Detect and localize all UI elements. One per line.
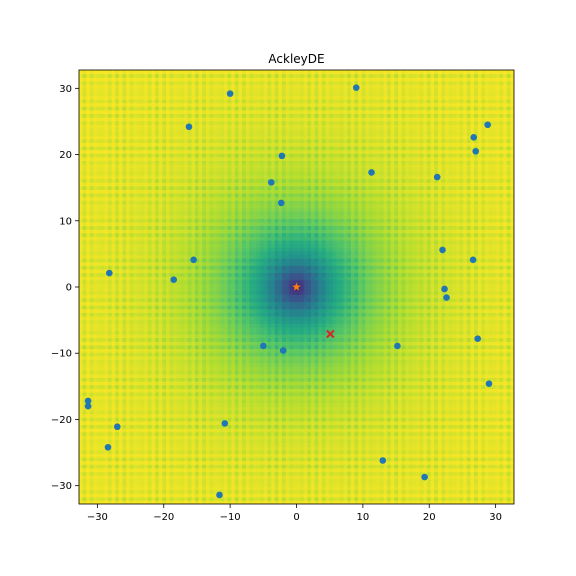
population-point [433,173,441,181]
population-point [439,246,446,254]
population-point [216,491,223,499]
population-point [279,347,287,354]
population-point [190,256,197,264]
population-point [474,335,482,342]
y-tick-label: −30 [51,481,72,492]
population-point [352,84,360,91]
y-axis: −30 −20 −10 0 10 20 30 [51,84,79,492]
population-point [104,443,112,451]
population-point [226,90,234,97]
population-point [277,199,285,207]
population-point [170,276,178,284]
population-point [368,169,375,176]
population-point [379,457,387,464]
y-tick-label: 30 [59,84,72,95]
y-tick-label: −10 [51,349,72,360]
population-point [443,294,450,301]
chart-title: AckleyDE [268,52,324,66]
population-point [185,123,193,131]
population-point [260,342,267,350]
x-axis: −30 −20 −10 0 10 20 30 [87,504,502,523]
y-tick-label: 10 [59,216,72,227]
x-tick-label: −30 [87,512,108,523]
population-point [113,423,121,431]
population-point [106,269,113,277]
population-point [394,342,401,350]
population-point [469,256,477,264]
y-tick-label: 20 [59,150,72,161]
population-point [84,402,92,410]
x-tick-label: −20 [153,512,174,523]
x-tick-label: −10 [220,512,241,523]
population-point [441,285,448,293]
x-tick-label: 0 [293,512,299,523]
population-point [421,473,428,481]
population-point [278,152,286,160]
heatmap-background [79,70,514,504]
population-point [221,420,229,427]
population-point [485,380,493,387]
population-point [267,179,275,186]
population-point [84,397,92,405]
x-tick-label: 30 [489,512,502,523]
y-tick-label: 0 [66,283,72,294]
scatter-layer [84,84,493,499]
y-tick-label: −20 [51,415,72,426]
population-point [472,147,480,155]
global-optimum-marker [292,282,301,291]
population-point [484,121,491,129]
best-found-marker [326,329,335,339]
population-point [470,134,478,141]
x-tick-label: 20 [423,512,436,523]
x-tick-label: 10 [357,512,370,523]
plot-area [78,69,515,505]
